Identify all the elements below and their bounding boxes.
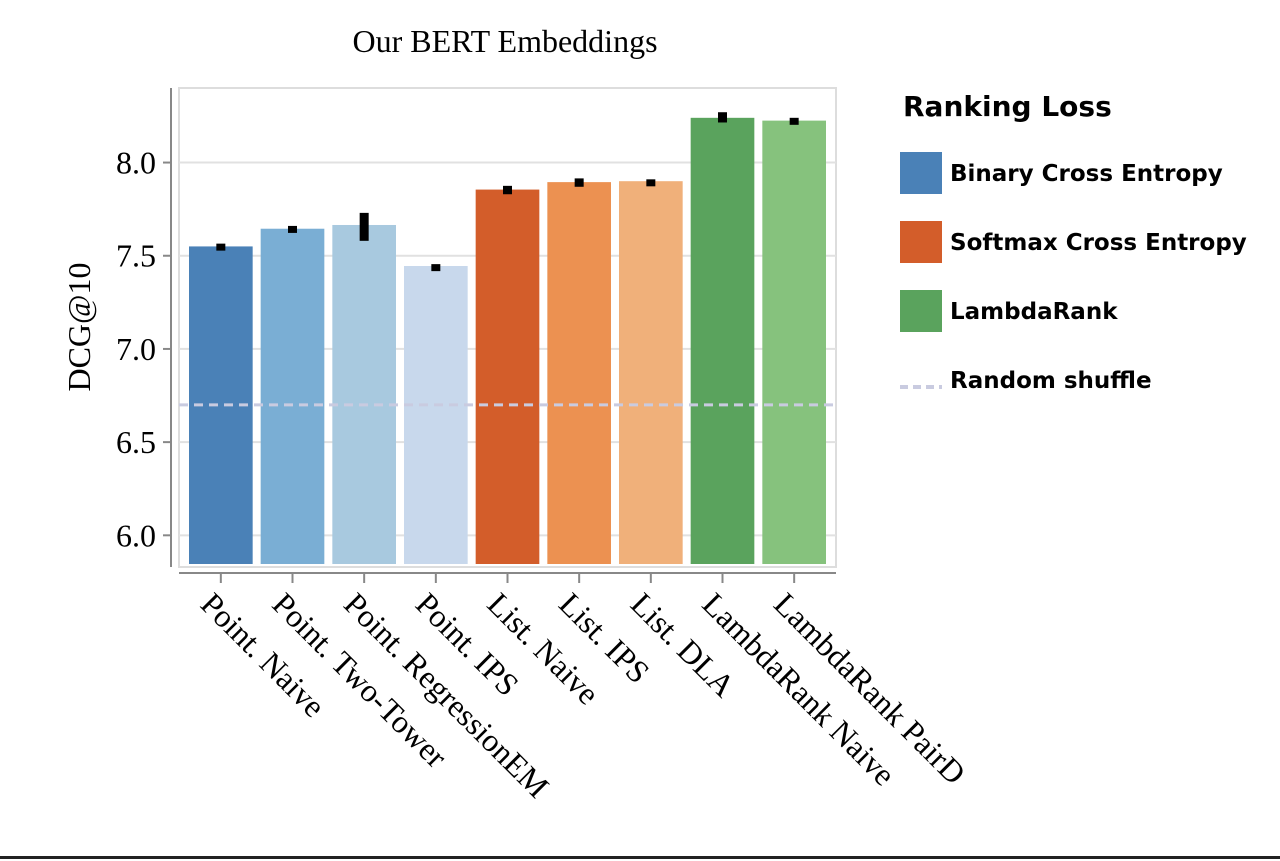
error-bar <box>216 243 226 251</box>
y-axis-label: DCG@10 <box>61 262 97 391</box>
legend-label: Softmax Cross Entropy <box>950 230 1247 256</box>
error-bar <box>503 185 512 195</box>
error-bar <box>789 117 799 125</box>
error-bars <box>216 112 799 272</box>
bar <box>547 182 611 565</box>
legend-swatch <box>900 290 942 332</box>
y-tick-label: 7.0 <box>116 331 156 367</box>
error-bar <box>359 212 369 241</box>
error-bar <box>574 178 584 187</box>
legend-label: Random shuffle <box>950 368 1152 394</box>
legend-swatch <box>900 221 942 263</box>
error-bar <box>646 179 656 187</box>
error-bar <box>288 225 297 233</box>
bars <box>189 117 826 565</box>
legend-label: Binary Cross Entropy <box>950 161 1223 187</box>
bar <box>404 265 468 564</box>
chart-title: Our BERT Embeddings <box>352 23 657 59</box>
plot-frame <box>178 87 837 568</box>
bar <box>619 181 683 564</box>
y-ticks: 6.0 6.5 7.0 7.5 8.0 <box>116 145 171 553</box>
bottom-rule <box>0 856 1280 859</box>
legend: Ranking Loss Binary Cross Entropy Softmax… <box>900 90 1247 394</box>
y-tick-label: 7.5 <box>116 238 156 274</box>
legend-title: Ranking Loss <box>903 90 1112 123</box>
y-tick-label: 6.5 <box>116 424 156 460</box>
bar <box>762 120 826 564</box>
bar <box>260 228 325 564</box>
legend-swatch <box>900 152 942 194</box>
y-tick-label: 6.0 <box>116 517 156 553</box>
bar <box>332 224 396 564</box>
error-bar <box>431 264 441 272</box>
bar <box>690 117 755 564</box>
y-tick-label: 8.0 <box>116 145 156 181</box>
legend-label: LambdaRank <box>950 299 1118 325</box>
bar <box>475 189 540 564</box>
error-bar <box>718 112 727 123</box>
